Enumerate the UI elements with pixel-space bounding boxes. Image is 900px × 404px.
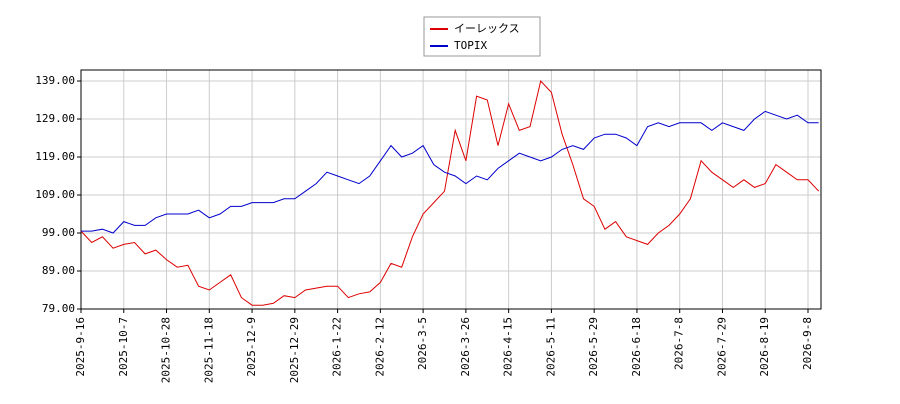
x-tick-label: 2026-5-11 (544, 317, 557, 377)
y-tick-label: 99.00 (42, 226, 75, 239)
legend-box (423, 16, 541, 57)
x-tick-label: 2026-6-18 (630, 317, 643, 377)
legend-label: イーレックス (454, 22, 520, 35)
x-tick-label: 2025-11-18 (202, 317, 215, 383)
x-tick-label: 2025-10-28 (160, 317, 173, 383)
legend-label: TOPIX (454, 39, 487, 52)
x-tick-label: 2026-3-26 (459, 317, 472, 377)
x-tick-label: 2025-10-7 (117, 317, 130, 377)
line-series (81, 110, 819, 234)
x-tick-label: 2025-12-9 (245, 317, 258, 377)
x-tick-label: 2026-7-8 (673, 317, 686, 370)
y-tick-label: 129.00 (35, 112, 75, 125)
plot-frame (80, 69, 822, 310)
x-tick-label: 2026-3-5 (416, 317, 429, 370)
y-tick-label: 139.00 (35, 74, 75, 87)
x-tick-label: 2025-9-16 (74, 317, 87, 377)
y-tick-label: 119.00 (35, 150, 75, 163)
x-tick-label: 2026-5-29 (587, 317, 600, 377)
y-tick-label: 89.00 (42, 264, 75, 277)
y-tick-label: 109.00 (35, 188, 75, 201)
x-tick-label: 2025-12-29 (288, 317, 301, 383)
x-tick-label: 2026-8-19 (758, 317, 771, 377)
x-tick-label: 2026-9-8 (801, 317, 814, 370)
x-tick-label: 2026-2-12 (373, 317, 386, 377)
line-series (80, 79, 820, 306)
x-tick-label: 2026-4-15 (502, 317, 515, 377)
x-tick-label: 2026-7-29 (715, 317, 728, 377)
y-tick-label: 79.00 (42, 302, 75, 315)
x-tick-label: 2026-1-22 (331, 317, 344, 377)
